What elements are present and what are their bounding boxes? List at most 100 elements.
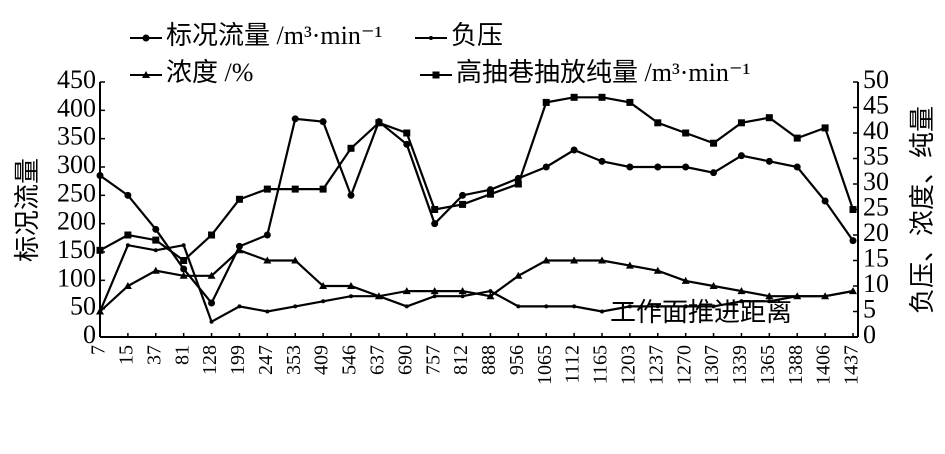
- marker: [570, 256, 579, 264]
- marker: [429, 36, 433, 40]
- marker: [374, 292, 383, 300]
- x-tick-label: 888: [478, 345, 500, 375]
- x-tick-label: 1270: [673, 345, 695, 385]
- marker: [430, 287, 439, 295]
- x-tick-label: 956: [506, 345, 528, 375]
- marker: [821, 124, 829, 132]
- x-tick-label: 690: [394, 345, 416, 375]
- x-tick-label: 812: [450, 345, 472, 375]
- y-tick-label: 400: [57, 93, 96, 122]
- marker: [625, 261, 634, 269]
- marker: [291, 256, 300, 264]
- x-tick-label: 1365: [757, 345, 779, 385]
- marker: [179, 271, 188, 279]
- y-tick-label: 0: [83, 320, 96, 349]
- marker: [152, 225, 160, 233]
- y2-tick-label: 20: [863, 218, 889, 247]
- marker: [404, 304, 409, 309]
- marker: [263, 256, 272, 264]
- marker: [626, 98, 634, 106]
- y2-axis-label: 负压、浓度、纯量: [908, 106, 937, 314]
- marker: [544, 304, 549, 309]
- marker: [402, 287, 411, 295]
- marker: [263, 185, 271, 193]
- marker: [458, 287, 467, 295]
- x-tick-label: 1339: [729, 345, 751, 385]
- marker: [598, 157, 606, 165]
- marker: [653, 266, 662, 274]
- marker: [293, 304, 298, 309]
- marker: [570, 146, 578, 154]
- marker: [737, 119, 745, 127]
- x-tick-label: 199: [227, 345, 249, 375]
- marker: [793, 292, 802, 300]
- marker: [432, 71, 440, 79]
- marker: [124, 191, 132, 199]
- y-tick-label: 250: [57, 178, 96, 207]
- y2-tick-label: 50: [863, 65, 889, 94]
- series-line: [99, 96, 855, 262]
- legend-label: 高抽巷抽放纯量 /m³·min⁻¹: [456, 58, 750, 87]
- marker: [709, 282, 718, 289]
- marker: [142, 34, 150, 42]
- marker: [821, 292, 830, 300]
- marker: [542, 98, 550, 106]
- x-tick-label: 15: [115, 345, 137, 365]
- x-tick-label: 757: [422, 345, 444, 375]
- y2-tick-label: 30: [863, 167, 889, 196]
- marker: [403, 129, 411, 137]
- marker: [180, 265, 188, 273]
- annotation: 工作面推进距离: [610, 298, 792, 327]
- y-tick-label: 150: [57, 235, 96, 264]
- y-tick-label: 300: [57, 150, 96, 179]
- marker: [123, 282, 132, 289]
- x-tick-label: 353: [283, 345, 305, 375]
- marker: [626, 163, 634, 171]
- x-tick-label: 1388: [785, 345, 807, 385]
- marker: [349, 294, 353, 299]
- marker: [600, 309, 604, 314]
- marker: [514, 180, 522, 188]
- x-tick-label: 128: [199, 345, 221, 375]
- marker: [767, 299, 772, 304]
- marker: [459, 200, 467, 208]
- x-tick-label: 37: [143, 345, 165, 365]
- y-tick-label: 100: [57, 263, 96, 292]
- x-tick-label: 81: [171, 345, 193, 365]
- marker: [598, 93, 606, 101]
- marker: [570, 93, 578, 101]
- marker: [710, 169, 718, 177]
- marker: [291, 115, 299, 123]
- legend-label: 浓度 /%: [166, 58, 253, 87]
- marker: [516, 304, 521, 309]
- marker: [431, 220, 439, 228]
- marker: [208, 231, 216, 239]
- x-tick-label: 1203: [617, 345, 639, 385]
- marker: [319, 118, 327, 126]
- marker: [598, 256, 606, 264]
- marker: [682, 129, 690, 137]
- marker: [347, 191, 355, 199]
- marker: [765, 114, 773, 122]
- marker: [347, 282, 355, 289]
- marker: [432, 294, 437, 299]
- marker: [542, 256, 551, 264]
- marker: [181, 243, 186, 248]
- x-tick-label: 1165: [590, 345, 612, 384]
- marker: [209, 319, 214, 324]
- marker: [142, 71, 150, 78]
- marker: [347, 144, 355, 152]
- y2-tick-label: 40: [863, 116, 889, 145]
- marker: [235, 246, 244, 254]
- marker: [737, 152, 745, 160]
- x-tick-label: 637: [366, 345, 388, 375]
- marker: [151, 266, 160, 274]
- x-tick-label: 7: [88, 345, 110, 355]
- y2-tick-label: 10: [863, 269, 889, 298]
- marker: [263, 231, 271, 239]
- marker: [265, 309, 270, 314]
- marker: [682, 163, 690, 171]
- marker: [319, 282, 328, 289]
- y-axis-label: 标况流量: [13, 158, 42, 262]
- x-tick-label: 1307: [701, 345, 723, 385]
